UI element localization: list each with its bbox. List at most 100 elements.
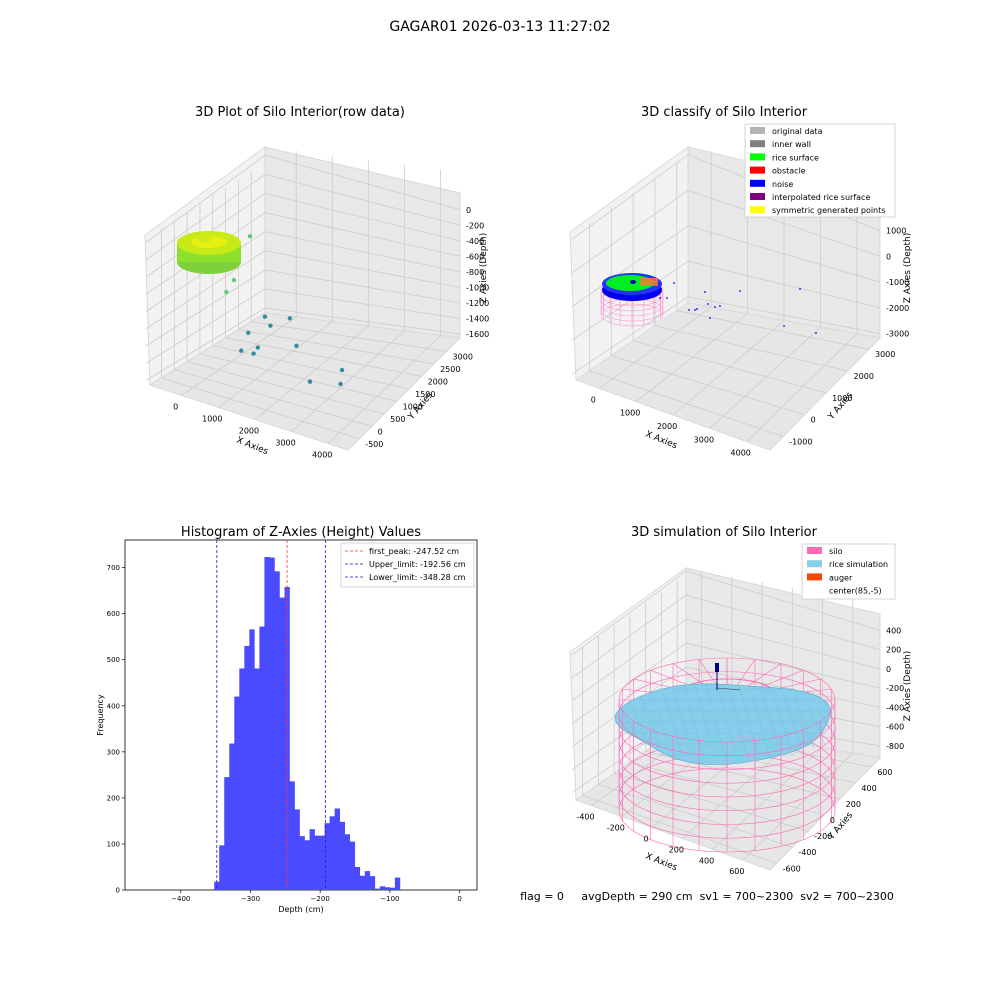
histogram-bar [379,886,386,890]
legend-swatch [750,166,765,174]
gridline-x [254,325,369,420]
raw-data-3d-plot: 3D Plot of Silo Interior(row data) 0 1000… [144,105,489,460]
x-tick-label: −100 [380,895,399,903]
z-tick-label: 0 [886,665,891,674]
gridline-z [264,288,461,319]
classify-3d-plot: 3D classify of Silo Interior 0 1000 2000 30… [569,105,913,458]
classify-plot-y-ticks: -1000 0 1000 2000 3000 [789,350,895,446]
histogram-bar [254,668,260,890]
gridline-x [599,306,712,389]
y-tick-label: -400 [798,848,816,857]
histogram-y-axis-label: Frequency [96,694,105,736]
y-tick-label: 400 [107,702,120,710]
histogram-bar [314,835,320,890]
simulation-plot-legend: silo rice simulation auger center(85,-5) [801,543,896,600]
gridline-z-left [145,307,266,381]
z-tick-label: -400 [466,237,484,246]
gridline-x [181,316,297,396]
noise-point [696,308,698,310]
data-point [255,345,261,350]
legend-swatch [807,573,822,581]
y-tick-label: 2000 [428,377,448,386]
y-tick-label: 600 [877,768,892,777]
y-tick-label: 0 [830,816,835,825]
noise-point [815,332,817,334]
simulation-3d-plot: 3D simulation of Silo Interior -400 -200 0… [569,525,913,876]
x-tick-label: 1000 [202,414,222,423]
z-tick-label: 0 [886,252,891,261]
x-tick-label: 3000 [694,435,714,444]
y-tick-label: -500 [365,440,383,449]
z-tick-label: -1000 [886,278,909,287]
histogram-bar [224,777,230,890]
legend-swatch [750,140,765,148]
legend-label: symmetric generated points [772,206,885,215]
gridline-z [264,231,461,273]
z-tick-label: -1400 [466,314,489,323]
histogram-bar [289,781,295,890]
histogram-bar [354,866,361,890]
x-tick-label: −400 [171,895,190,903]
histogram-bar [334,808,340,890]
noise-point [666,297,668,299]
noise-point [714,306,716,308]
x-tick-label: 0 [591,395,596,404]
noise-point [719,305,721,307]
legend-label: auger [829,573,853,582]
gridline-x [635,313,748,403]
gridline-z [264,307,461,335]
gridline-y [238,329,435,365]
gridline-y [654,325,848,372]
legend-swatch [750,193,765,200]
x-tick-label: 400 [699,856,714,865]
gridline-y [161,377,360,440]
gridline-z-left [145,154,266,243]
histogram-plot-area [124,539,478,891]
histogram-bar [239,668,245,890]
legend-label: inner wall [772,140,811,149]
histogram-bar [394,877,401,890]
legend-swatch [750,179,765,187]
histogram-bars [214,557,401,890]
data-point [239,348,244,353]
gridline-x [746,333,858,442]
histogram-bar [269,557,275,890]
raw-plot-x-axis-label: X Axies [235,436,270,458]
gridline-z [264,212,461,257]
x-tick-label: 2000 [239,426,259,435]
z-tick-label: -800 [886,742,904,751]
gridline-z [687,260,881,309]
simulation-silo-mesh-front [618,699,836,853]
histogram-bar [339,821,346,890]
y-tick-label: 500 [107,656,120,664]
legend-label: center(85,-5) [829,587,882,596]
gridline-x [327,335,441,444]
legend-label: noise [772,180,793,189]
data-point [307,379,313,384]
histogram-bar [364,871,371,890]
z-tick-label: -800 [466,268,484,277]
histogram-y-ticks: 0 100 200 300 400 500 600 700 [107,564,125,895]
histogram-title: Histogram of Z-Axies (Height) Values [181,525,421,540]
histogram-chart: Histogram of Z-Axies (Height) Values −40… [96,525,478,914]
gridline-y [212,345,410,390]
data-point [268,323,273,328]
y-tick-label: 1500 [415,390,435,399]
histogram-bar [264,557,270,890]
x-tick-label: −200 [311,895,330,903]
classify-plot-x-ticks: 0 1000 2000 3000 4000 [591,395,751,457]
histogram-bar [284,586,290,890]
histogram-bar [294,809,300,890]
classify-plot-legend: original data inner wall rice surface obsta… [744,123,896,218]
simulation-auger [715,663,741,691]
y-tick-label: 600 [107,610,120,618]
y-tick-label: 0 [811,416,816,425]
legend-label: rice surface [772,153,819,162]
legend-swatch [807,586,822,594]
legend-label: interpolated rice surface [772,193,870,202]
noise-point [704,291,706,293]
z-tick-label: 200 [886,646,901,655]
histogram-bar [319,835,325,890]
